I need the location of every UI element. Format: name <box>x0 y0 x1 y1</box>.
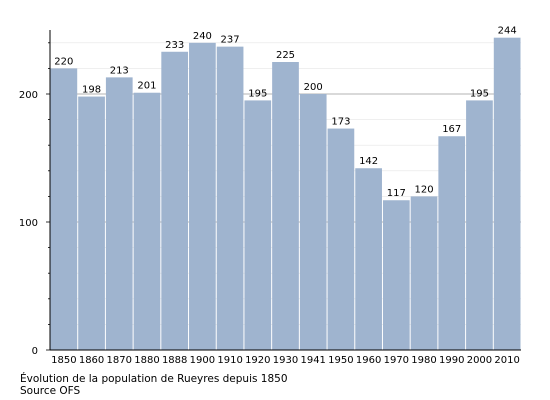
bar-1960 <box>355 168 382 350</box>
x-tick-1920: 1920 <box>245 355 270 366</box>
value-label-2000: 195 <box>470 88 489 99</box>
bar-1900 <box>189 42 216 351</box>
value-label-1930: 225 <box>276 50 295 61</box>
value-label-1990: 167 <box>442 124 461 135</box>
x-tick-1980: 1980 <box>411 355 436 366</box>
bar-1888 <box>161 51 189 350</box>
value-label-1960: 142 <box>359 156 378 167</box>
value-label-1888: 233 <box>165 40 184 51</box>
bar-1870 <box>105 77 133 351</box>
value-label-1920: 195 <box>248 88 267 99</box>
bar-1930 <box>272 62 299 350</box>
value-label-2010: 244 <box>498 26 517 37</box>
axes <box>46 30 521 351</box>
value-label-1870: 213 <box>110 65 129 76</box>
x-tick-1910: 1910 <box>217 355 242 366</box>
value-labels: 220 198 213 201 233 240 237 195 225 200 173 142 117 1… <box>54 26 516 200</box>
caption-source: Source OFS <box>20 385 81 397</box>
value-label-1950: 173 <box>331 117 350 128</box>
x-tick-labels: 1850 1860 1870 1880 1888 1900 1910 1920 1930 1941… <box>51 355 520 366</box>
value-label-1900: 240 <box>193 31 212 42</box>
bars <box>50 37 521 351</box>
y-tick-0: 0 <box>32 346 38 357</box>
bar-1950 <box>327 128 355 350</box>
value-label-1880: 201 <box>137 81 156 92</box>
caption-title: Évolution de la population de Rueyres de… <box>20 373 288 385</box>
bar-1880 <box>133 92 161 350</box>
value-label-1941: 200 <box>304 82 323 93</box>
bar-1920 <box>244 100 272 351</box>
y-tick-200: 200 <box>19 90 38 101</box>
x-tick-1941: 1941 <box>300 355 325 366</box>
x-tick-1888: 1888 <box>162 355 187 366</box>
y-tick-labels: 0 100 200 <box>19 90 38 357</box>
x-tick-2010: 2010 <box>494 355 519 366</box>
value-label-1910: 237 <box>221 35 240 46</box>
x-tick-1900: 1900 <box>190 355 215 366</box>
x-tick-1990: 1990 <box>439 355 464 366</box>
bar-1910 <box>216 46 244 350</box>
bar-2000 <box>466 100 493 351</box>
value-label-1970: 117 <box>387 188 406 199</box>
x-tick-1930: 1930 <box>273 355 298 366</box>
x-tick-1860: 1860 <box>79 355 104 366</box>
value-label-1860: 198 <box>82 85 101 96</box>
x-tick-1950: 1950 <box>328 355 353 366</box>
bar-1860 <box>78 96 105 350</box>
bar-1990 <box>438 136 466 350</box>
x-tick-1870: 1870 <box>107 355 132 366</box>
value-label-1850: 220 <box>54 56 73 67</box>
y-tick-100: 100 <box>19 218 38 229</box>
x-tick-2000: 2000 <box>467 355 492 366</box>
x-tick-1970: 1970 <box>384 355 409 366</box>
x-tick-1960: 1960 <box>356 355 381 366</box>
bar-1980 <box>410 196 438 350</box>
bar-1941 <box>299 94 327 350</box>
bar-1970 <box>382 200 410 350</box>
x-tick-1880: 1880 <box>134 355 159 366</box>
value-label-1980: 120 <box>414 184 433 195</box>
bar-2010 <box>493 37 521 351</box>
bar-1850 <box>50 68 78 351</box>
x-tick-1850: 1850 <box>51 355 76 366</box>
